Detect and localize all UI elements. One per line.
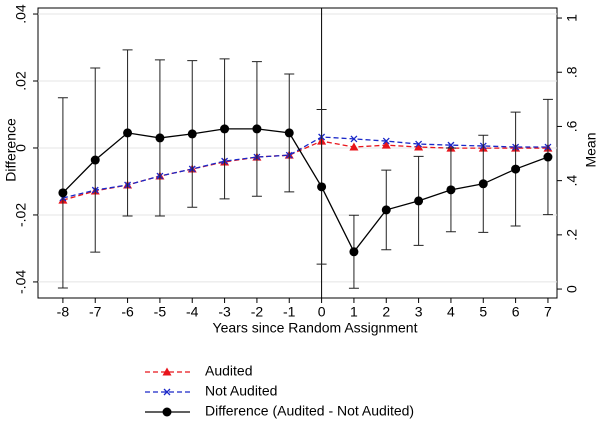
y-tick-label: .04 [13,4,29,24]
marker [381,140,391,149]
marker [381,205,391,215]
y2-axis-label: Mean [583,132,599,167]
series-line [62,136,548,199]
marker [446,185,456,195]
y2-tick-label: 0 [564,285,580,293]
marker [349,247,359,257]
y2-tick-label: .8 [564,66,580,78]
x-tick-label: -4 [186,304,199,320]
marker [447,141,455,149]
marker [543,152,553,162]
marker [284,128,294,138]
y-tick-label: .02 [13,71,29,91]
legend-label: Audited [205,363,252,379]
x-tick-label: -1 [283,304,296,320]
y-tick-label: -.04 [13,270,29,294]
marker [478,179,488,189]
x-tick-label: -3 [218,304,231,320]
legend-label: Difference (Audited - Not Audited) [205,403,414,419]
series-line [62,128,549,254]
plot-frame [37,7,558,299]
marker [382,137,390,145]
y-tick-label: 0 [13,144,29,152]
marker [155,133,165,143]
y2-tick-label: .4 [564,175,580,187]
legend-marker [162,367,172,376]
x-tick-label: 5 [479,304,487,320]
marker [414,142,424,151]
marker [187,129,197,139]
legend-marker [163,388,171,396]
legend-marker [162,407,172,417]
marker [58,188,68,198]
x-tick-label: 1 [350,304,358,320]
x-tick-label: 6 [512,304,520,320]
x-tick-label: 0 [318,304,326,320]
x-tick-label: 4 [447,304,455,320]
legend-label: Not Audited [205,383,277,399]
x-tick-label: 2 [382,304,390,320]
x-tick-label: -6 [121,304,134,320]
y2-tick-label: .2 [564,229,580,241]
x-axis-label: Years since Random Assignment [213,320,418,336]
y-tick-label: -.02 [13,203,29,227]
y2-tick-label: .6 [564,120,580,132]
x-tick-label: -5 [154,304,167,320]
x-tick-label: -7 [89,304,102,320]
marker [123,128,133,138]
x-tick-label: 3 [415,304,423,320]
marker [414,196,424,206]
marker [252,124,262,134]
x-tick-label: -8 [57,304,70,320]
x-tick-label: 7 [544,304,552,320]
marker [415,140,423,148]
marker [90,155,100,165]
marker [317,182,327,192]
y-axis-label: Difference [3,118,19,182]
marker [220,124,230,134]
marker [349,142,359,151]
x-tick-label: -2 [251,304,264,320]
marker [350,135,358,143]
marker [511,164,521,174]
y2-tick-label: 1 [564,14,580,22]
